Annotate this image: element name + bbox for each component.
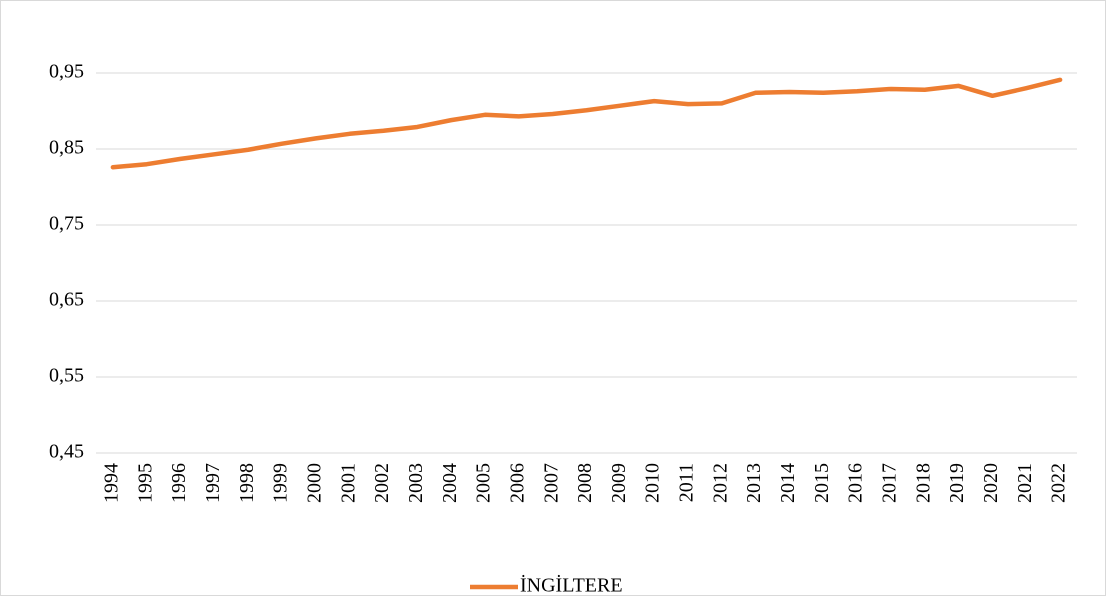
y-tick-label: 0,55: [49, 365, 84, 387]
legend-label: İNGİLTERE: [520, 574, 623, 596]
x-tick-label: 2016: [845, 463, 867, 503]
x-tick-label: 2009: [608, 463, 630, 503]
x-tick-label: 1996: [168, 463, 190, 503]
x-tick-label: 2004: [439, 463, 461, 503]
x-tick-label: 2021: [1014, 463, 1036, 503]
x-tick-label: 2019: [946, 463, 968, 503]
x-tick-label: 2015: [811, 463, 833, 503]
y-tick-label: 0,65: [49, 289, 84, 311]
x-tick-label: 2010: [642, 463, 664, 503]
x-tick-label: 2002: [371, 463, 393, 503]
data-line: [110, 77, 1063, 170]
x-tick-label: 2013: [743, 463, 765, 503]
x-tick-label: 2014: [777, 463, 799, 503]
x-tick-label: 2022: [1048, 463, 1070, 503]
y-tick-label: 0,95: [49, 61, 84, 83]
x-tick-label: 1997: [202, 463, 224, 503]
y-tick-label: 0,45: [49, 441, 84, 463]
x-tick-label: 2000: [303, 463, 325, 503]
x-tick-label: 2008: [574, 463, 596, 503]
x-tick-label: 2017: [879, 463, 901, 503]
x-tick-label: 2020: [980, 463, 1002, 503]
x-tick-label: 2005: [473, 463, 495, 503]
x-tick-label: 2011: [676, 463, 698, 502]
x-tick-label: 1995: [134, 463, 156, 503]
x-tick-label: 2006: [506, 463, 528, 503]
x-tick-label: 2018: [912, 463, 934, 503]
x-tick-label: 2007: [540, 463, 562, 503]
x-tick-label: 2003: [405, 463, 427, 503]
x-tick-label: 1998: [236, 463, 258, 503]
y-tick-label: 0,85: [49, 137, 84, 159]
x-tick-label: 1994: [101, 463, 123, 503]
x-tick-label: 1999: [270, 463, 292, 503]
y-tick-label: 0,75: [49, 213, 84, 235]
x-tick-label: 2001: [337, 463, 359, 503]
x-tick-label: 2012: [709, 463, 731, 503]
